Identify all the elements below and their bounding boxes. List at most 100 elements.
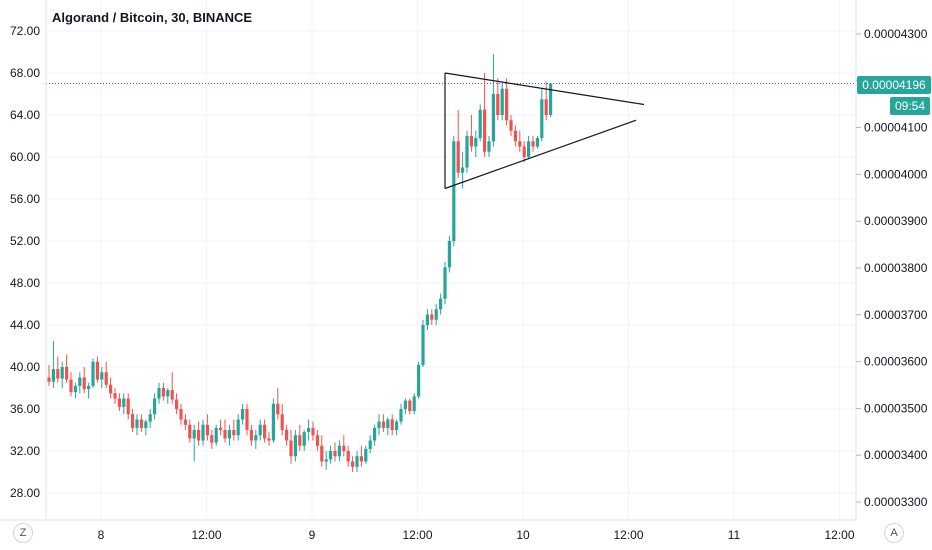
left-axis-tick-label: 36.00 bbox=[10, 402, 40, 416]
candle-body bbox=[535, 138, 539, 147]
right-axis-tick-label: 0.00003500 bbox=[864, 401, 928, 415]
candle-body bbox=[271, 403, 275, 441]
candle-body bbox=[78, 377, 82, 386]
candle-body bbox=[390, 419, 394, 430]
left-axis-tick-label: 28.00 bbox=[10, 486, 40, 500]
current-price-tag: 0.00004196 bbox=[857, 76, 931, 94]
candle-body bbox=[395, 421, 399, 430]
candle-body bbox=[69, 379, 73, 393]
candle-body bbox=[403, 400, 407, 409]
time-axis: 8 12:00 9 12:00 10 12:00 11 12:00 bbox=[98, 528, 855, 542]
time-axis-tick-label: 8 bbox=[98, 528, 105, 542]
candle-body bbox=[289, 440, 293, 457]
candle-body bbox=[197, 430, 201, 441]
candle-body bbox=[483, 109, 487, 152]
candle-body bbox=[381, 421, 385, 428]
time-axis-tick-label: 12:00 bbox=[824, 528, 854, 542]
candle-body bbox=[188, 424, 192, 439]
candle-body bbox=[549, 83, 553, 115]
candle-body bbox=[227, 430, 231, 439]
candle-body bbox=[122, 398, 126, 407]
right-axis-tick-label: 0.00003400 bbox=[864, 448, 928, 462]
chart-title: Algorand / Bitcoin, 30, BINANCE bbox=[52, 10, 253, 25]
countdown-tag: 09:54 bbox=[890, 97, 930, 115]
candle-body bbox=[509, 120, 513, 131]
candle-body bbox=[100, 372, 104, 380]
candle-body bbox=[51, 369, 55, 382]
left-axis-tick-label: 44.00 bbox=[10, 318, 40, 332]
triangle-pattern-drawing bbox=[444, 72, 645, 190]
candle-body bbox=[333, 451, 337, 457]
candle-body bbox=[219, 427, 223, 430]
candle-body bbox=[364, 448, 368, 462]
candle-body bbox=[170, 390, 174, 400]
candle-body bbox=[425, 314, 429, 325]
auto-scale-button[interactable]: A bbox=[884, 523, 904, 543]
candle-body bbox=[87, 385, 91, 390]
candle-body bbox=[386, 419, 390, 428]
candle-body bbox=[311, 427, 315, 436]
candle-body bbox=[351, 461, 355, 467]
candle-body bbox=[522, 146, 526, 157]
left-axis-tick-label: 40.00 bbox=[10, 360, 40, 374]
candle-body bbox=[359, 456, 363, 462]
candle-body bbox=[161, 388, 165, 397]
candle-body bbox=[307, 427, 311, 433]
candle-body bbox=[175, 399, 179, 409]
candle-body bbox=[109, 384, 113, 394]
candle-body bbox=[500, 88, 504, 115]
candle-body bbox=[456, 141, 460, 173]
candle-body bbox=[373, 427, 377, 441]
candle-body bbox=[324, 459, 328, 462]
candle-body bbox=[302, 432, 306, 446]
candle-body bbox=[377, 421, 381, 428]
candle-body bbox=[47, 377, 51, 382]
candle-body bbox=[179, 409, 183, 420]
candle-body bbox=[135, 419, 139, 428]
candle-body bbox=[254, 435, 258, 441]
candle-body bbox=[399, 409, 403, 422]
candle-body bbox=[465, 136, 469, 168]
candle-body bbox=[443, 267, 447, 299]
left-axis-tick-label: 56.00 bbox=[10, 192, 40, 206]
candle-body bbox=[505, 88, 509, 121]
candle-body bbox=[412, 396, 416, 412]
candle-body bbox=[430, 314, 434, 320]
left-price-axis: 72.00 68.00 64.00 60.00 56.00 52.00 48.00 44.00… bbox=[10, 24, 40, 500]
candle-body bbox=[214, 427, 218, 443]
candle-body bbox=[293, 435, 297, 457]
candle-body bbox=[153, 398, 157, 415]
candle-body bbox=[241, 409, 245, 420]
candle-body bbox=[56, 369, 60, 379]
candle-body bbox=[527, 141, 531, 157]
candle-body bbox=[95, 361, 99, 380]
candle-body bbox=[469, 136, 473, 147]
left-axis-tick-label: 64.00 bbox=[10, 108, 40, 122]
candle-body bbox=[236, 419, 240, 436]
candle-body bbox=[245, 409, 249, 430]
candle-body bbox=[280, 414, 284, 430]
candle-body bbox=[491, 94, 495, 142]
right-axis-tick-label: 0.00004100 bbox=[864, 121, 928, 135]
time-axis-tick-label: 12:00 bbox=[191, 528, 221, 542]
candle-body bbox=[258, 424, 262, 436]
right-axis-tick-label: 0.00004300 bbox=[864, 27, 928, 41]
candle-body bbox=[249, 430, 253, 441]
candle-body bbox=[346, 451, 350, 462]
zoom-toggle-button[interactable]: Z bbox=[13, 523, 33, 543]
right-axis-tick-label: 0.00003300 bbox=[864, 495, 928, 509]
candle-body bbox=[513, 130, 517, 142]
left-axis-tick-label: 48.00 bbox=[10, 276, 40, 290]
candle-body bbox=[474, 138, 478, 147]
candle-body bbox=[131, 414, 135, 428]
candle-body bbox=[478, 109, 482, 139]
candle-body bbox=[65, 367, 69, 380]
candle-body bbox=[183, 419, 187, 425]
candle-body bbox=[518, 141, 522, 147]
candle-body bbox=[496, 94, 500, 115]
candle-body bbox=[205, 424, 209, 436]
candle-body bbox=[148, 414, 152, 422]
candle-body bbox=[126, 398, 130, 415]
candle-body bbox=[263, 424, 267, 439]
